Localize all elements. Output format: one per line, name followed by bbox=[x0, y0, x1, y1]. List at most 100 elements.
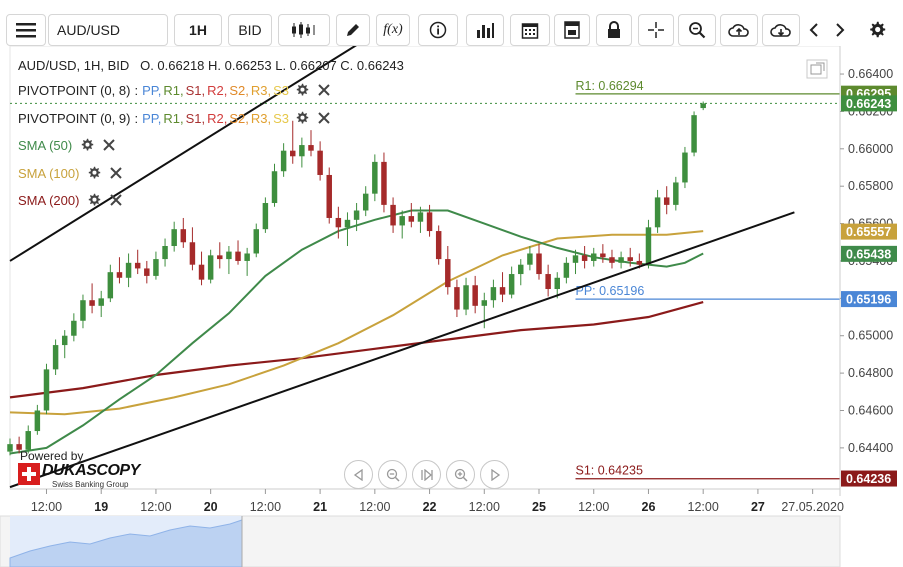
pan-right-button[interactable] bbox=[480, 460, 509, 489]
zoom-out-button[interactable] bbox=[378, 460, 407, 489]
y-tick-label: 0.64400 bbox=[848, 441, 893, 455]
gear-icon[interactable] bbox=[87, 166, 101, 180]
reset-button[interactable] bbox=[412, 460, 441, 489]
sma200-row[interactable]: SMA (200) bbox=[18, 191, 127, 209]
trendlines[interactable] bbox=[9, 46, 795, 489]
pivot2-r2: R2, bbox=[207, 110, 228, 126]
candle-body bbox=[134, 262, 141, 269]
gear-icon[interactable] bbox=[87, 193, 101, 207]
candle-body bbox=[609, 257, 615, 263]
pivot1-r1: R1, bbox=[163, 82, 184, 98]
pivot2-r1: R1, bbox=[163, 110, 184, 126]
indicators-button[interactable]: f(x) bbox=[376, 14, 410, 46]
calendar-button[interactable] bbox=[510, 14, 550, 46]
x-tick-label: 12:00 bbox=[250, 500, 281, 514]
x-tick-label: 12:00 bbox=[688, 500, 719, 514]
candle-body bbox=[499, 287, 506, 295]
brand-text: DUKASCOPY bbox=[42, 462, 140, 479]
pan-left-button[interactable] bbox=[344, 460, 373, 489]
candle-body bbox=[581, 255, 588, 261]
candle-body bbox=[591, 253, 597, 261]
gear-icon[interactable] bbox=[295, 111, 309, 125]
candle-body bbox=[226, 251, 232, 260]
candle-body bbox=[171, 229, 177, 247]
draw-button[interactable] bbox=[336, 14, 370, 46]
zoom-in-button[interactable] bbox=[446, 460, 475, 489]
x-tick-label: 12:00 bbox=[578, 500, 609, 514]
y-tick-label: 0.64600 bbox=[848, 403, 893, 417]
sma50-row[interactable]: SMA (50) bbox=[18, 136, 120, 154]
scroll-left-button[interactable] bbox=[802, 14, 826, 46]
close-icon[interactable] bbox=[102, 138, 116, 152]
candle-body bbox=[481, 300, 488, 306]
y-tick-label: 0.65800 bbox=[848, 179, 893, 193]
info-button[interactable] bbox=[418, 14, 458, 46]
sma200-line bbox=[9, 301, 704, 399]
candle-body bbox=[98, 298, 104, 306]
menu-button[interactable] bbox=[6, 14, 46, 46]
triangle-right-icon bbox=[490, 468, 500, 481]
candle-body bbox=[16, 444, 22, 450]
scroll-right-button[interactable] bbox=[828, 14, 852, 46]
lock-button[interactable] bbox=[596, 14, 632, 46]
triangle-left-icon bbox=[353, 468, 363, 481]
pivot1-row[interactable]: PIVOTPOINT (0, 8) : PP, R1, S1, R2, S2, … bbox=[18, 81, 335, 99]
price-tag-bg bbox=[841, 291, 897, 308]
pivot2-s3: S3 bbox=[273, 110, 289, 126]
pivot1-s1: S1, bbox=[185, 82, 206, 98]
chart-toolbar: AUD/USD 1H BID f(x) bbox=[0, 0, 903, 46]
volume-button[interactable] bbox=[466, 14, 504, 46]
price-side-selector[interactable]: BID bbox=[228, 14, 272, 46]
candle-body bbox=[144, 268, 150, 276]
timeframe-selector[interactable]: 1H bbox=[174, 14, 222, 46]
calendar-icon bbox=[521, 23, 539, 39]
candle-body bbox=[518, 264, 524, 275]
pivot2-name: PIVOTPOINT (0, 9) bbox=[18, 110, 131, 126]
chevron-right-icon bbox=[836, 23, 845, 37]
crosshair-button[interactable] bbox=[638, 14, 674, 46]
pivot2-s2: S2, bbox=[229, 110, 249, 126]
gear-icon[interactable] bbox=[295, 83, 309, 97]
upload-button[interactable] bbox=[720, 14, 758, 46]
pivot2-row[interactable]: PIVOTPOINT (0, 9) : PP, R1, S1, R2, S2, … bbox=[18, 109, 335, 127]
candle-body bbox=[7, 444, 13, 452]
candle-body bbox=[162, 246, 168, 260]
powered-by-text: Powered by bbox=[20, 449, 84, 463]
price-tag-bg bbox=[841, 95, 897, 112]
symbol-selector[interactable]: AUD/USD bbox=[48, 14, 168, 46]
x-tick-label: 12:00 bbox=[140, 500, 171, 514]
candle-body bbox=[280, 150, 287, 172]
sma50-label: SMA (50) bbox=[18, 137, 73, 153]
close-icon[interactable] bbox=[317, 111, 331, 125]
candle-body bbox=[362, 193, 369, 211]
download-button[interactable] bbox=[762, 14, 800, 46]
pivot1-s2: S2, bbox=[229, 82, 249, 98]
x-tick-label: 27.05.2020 bbox=[781, 500, 844, 514]
sma100-row[interactable]: SMA (100) bbox=[18, 164, 127, 182]
candle-body bbox=[673, 182, 679, 205]
cloud-download-icon bbox=[770, 24, 791, 37]
candle-body bbox=[654, 197, 661, 228]
candle-body bbox=[61, 335, 68, 346]
candle-body bbox=[153, 259, 159, 276]
settings-button[interactable] bbox=[862, 14, 892, 46]
chart-type-button[interactable] bbox=[278, 14, 330, 46]
candle-body bbox=[335, 217, 342, 228]
candle-body bbox=[463, 285, 469, 310]
bar-chart-icon bbox=[477, 23, 494, 38]
close-icon[interactable] bbox=[109, 166, 123, 180]
template-button[interactable] bbox=[554, 14, 590, 46]
overview-navigator[interactable] bbox=[0, 515, 841, 567]
price-tag-label: 0.65196 bbox=[846, 293, 891, 307]
price-chart[interactable]: R1: 0.66294 PP: 0.65196 S1: 0.64235 0.6440… bbox=[0, 46, 903, 567]
overview-area bbox=[9, 519, 243, 567]
candle-body bbox=[417, 212, 424, 222]
zoom-button[interactable] bbox=[678, 14, 716, 46]
close-icon[interactable] bbox=[317, 83, 331, 97]
gear-icon[interactable] bbox=[80, 138, 94, 152]
popout-button[interactable] bbox=[806, 59, 828, 79]
close-icon[interactable] bbox=[109, 193, 123, 207]
y-tick-label: 0.66000 bbox=[848, 142, 893, 156]
candle-body bbox=[645, 227, 652, 265]
candle-body bbox=[308, 145, 314, 151]
